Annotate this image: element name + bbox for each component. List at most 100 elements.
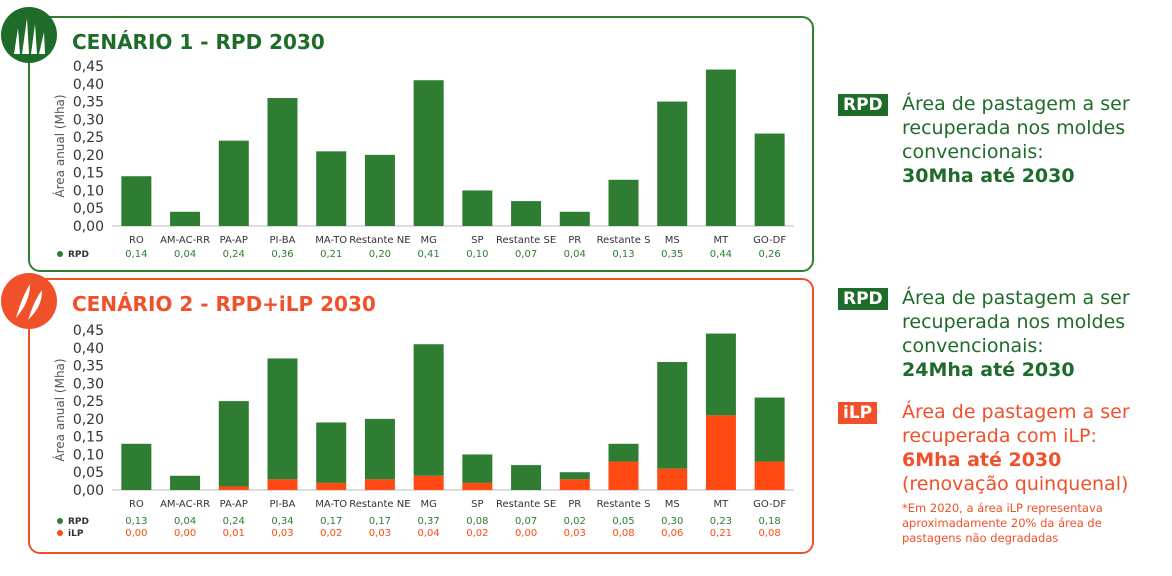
- bar-rpd: [267, 98, 298, 226]
- x-tick-label: PI-BA: [270, 235, 296, 246]
- data-label: 0,02: [320, 528, 342, 539]
- bar-rpd: [705, 333, 736, 416]
- bar-rpd: [413, 344, 444, 476]
- x-tick-label: Restante NE: [349, 499, 410, 510]
- x-tick-label: MA-TO: [315, 499, 347, 510]
- data-label: 0,02: [466, 528, 488, 539]
- data-label: 0,08: [759, 528, 781, 539]
- rpd-total: 24Mha até 2030: [902, 359, 1075, 381]
- y-axis-label: Área anual (Mha): [52, 94, 67, 197]
- legend-marker-rpd: [57, 251, 63, 257]
- footnote: *Em 2020, a área iLP representava aproxi…: [902, 501, 1103, 545]
- y-tick-label: 0,30: [73, 376, 104, 392]
- data-label: 0,21: [320, 249, 342, 260]
- data-label: 0,18: [759, 516, 781, 527]
- bar-rpd: [364, 154, 395, 226]
- data-label: 0,23: [710, 516, 732, 527]
- x-tick-label: MT: [714, 235, 730, 246]
- x-tick-label: MG: [420, 499, 436, 510]
- data-label: 0,00: [174, 528, 196, 539]
- bar-rpd: [170, 475, 201, 490]
- ilp-tag: iLP: [838, 402, 878, 424]
- data-label: 0,04: [174, 516, 196, 527]
- x-tick-label: PI-BA: [270, 499, 296, 510]
- y-tick-label: 0,45: [73, 323, 104, 339]
- data-label: 0,03: [271, 528, 293, 539]
- legend-label-rpd: RPD: [68, 517, 89, 527]
- data-label: 0,03: [369, 528, 391, 539]
- bar-ilp: [608, 461, 639, 490]
- bar-rpd: [316, 422, 347, 483]
- x-tick-label: PR: [568, 499, 581, 510]
- y-tick-label: 0,45: [73, 59, 104, 75]
- ilp-renewal-note: (renovação quinquenal): [902, 473, 1129, 495]
- ilp-description: Área de pastagem a ser recuperada com iL…: [902, 401, 1130, 447]
- data-label: 0,26: [759, 249, 781, 260]
- legend-label-rpd: RPD: [68, 250, 89, 260]
- x-tick-label: AM-AC-RR: [160, 235, 210, 246]
- x-tick-label: PR: [568, 235, 581, 246]
- bar-ilp: [267, 479, 298, 490]
- y-tick-label: 0,15: [73, 430, 104, 446]
- bar-rpd: [657, 101, 688, 226]
- bar-rpd: [705, 69, 736, 226]
- data-label: 0,10: [466, 249, 488, 260]
- bar-rpd: [121, 443, 152, 490]
- bar-ilp: [754, 461, 785, 490]
- rpd-legend-block-2: RPD Área de pastagem a ser recuperada no…: [838, 287, 1130, 381]
- x-tick-label: Restante S: [597, 235, 651, 246]
- bar-rpd: [364, 418, 395, 480]
- y-tick-label: 0,10: [73, 183, 104, 199]
- data-label: 0,41: [418, 249, 440, 260]
- x-tick-label: MS: [665, 235, 680, 246]
- x-tick-label: MS: [665, 499, 680, 510]
- data-label: 0,07: [515, 516, 537, 527]
- bar-rpd: [754, 397, 785, 462]
- data-label: 0,01: [223, 528, 245, 539]
- y-tick-label: 0,25: [73, 394, 104, 410]
- bar-rpd: [559, 472, 590, 480]
- x-tick-label: SP: [471, 499, 483, 510]
- y-axis-label: Área anual (Mha): [52, 358, 67, 461]
- data-label: 0,44: [710, 249, 732, 260]
- y-tick-label: 0,40: [73, 77, 104, 93]
- data-label: 0,17: [320, 516, 342, 527]
- rpd-legend-block-1: RPD Área de pastagem a ser recuperada no…: [838, 93, 1130, 187]
- bar-rpd: [267, 358, 298, 480]
- data-label: 0,21: [710, 528, 732, 539]
- bar-rpd: [218, 140, 249, 226]
- data-label: 0,37: [418, 516, 440, 527]
- x-tick-label: GO-DF: [753, 235, 786, 246]
- y-tick-label: 0,00: [73, 219, 104, 235]
- data-label: 0,05: [612, 516, 634, 527]
- bar-ilp: [316, 482, 347, 490]
- rpd-tag: RPD: [838, 94, 888, 116]
- x-tick-label: MG: [420, 235, 436, 246]
- data-label: 0,30: [661, 516, 683, 527]
- bar-ilp: [218, 486, 249, 490]
- data-label: 0,00: [515, 528, 537, 539]
- bar-rpd: [462, 190, 493, 226]
- bar-rpd: [413, 80, 444, 226]
- bar-rpd: [608, 179, 639, 226]
- y-tick-label: 0,05: [73, 465, 104, 481]
- bar-rpd: [218, 401, 249, 487]
- data-label: 0,03: [564, 528, 586, 539]
- x-tick-label: Restante SE: [496, 499, 556, 510]
- y-tick-label: 0,10: [73, 447, 104, 463]
- bar-ilp: [705, 415, 736, 490]
- data-label: 0,08: [612, 528, 634, 539]
- x-tick-label: Restante SE: [496, 235, 556, 246]
- data-label: 0,17: [369, 516, 391, 527]
- x-tick-label: Restante S: [597, 499, 651, 510]
- legend-label-ilp: iLP: [68, 529, 84, 539]
- bar-ilp: [462, 482, 493, 490]
- data-label: 0,00: [125, 528, 147, 539]
- y-tick-label: 0,40: [73, 341, 104, 357]
- ilp-legend-block: iLP Área de pastagem a ser recuperada co…: [838, 401, 1130, 495]
- legend-marker-ilp: [57, 530, 63, 536]
- legend-marker-rpd: [57, 518, 63, 524]
- data-label: 0,04: [564, 249, 586, 260]
- data-label: 0,08: [466, 516, 488, 527]
